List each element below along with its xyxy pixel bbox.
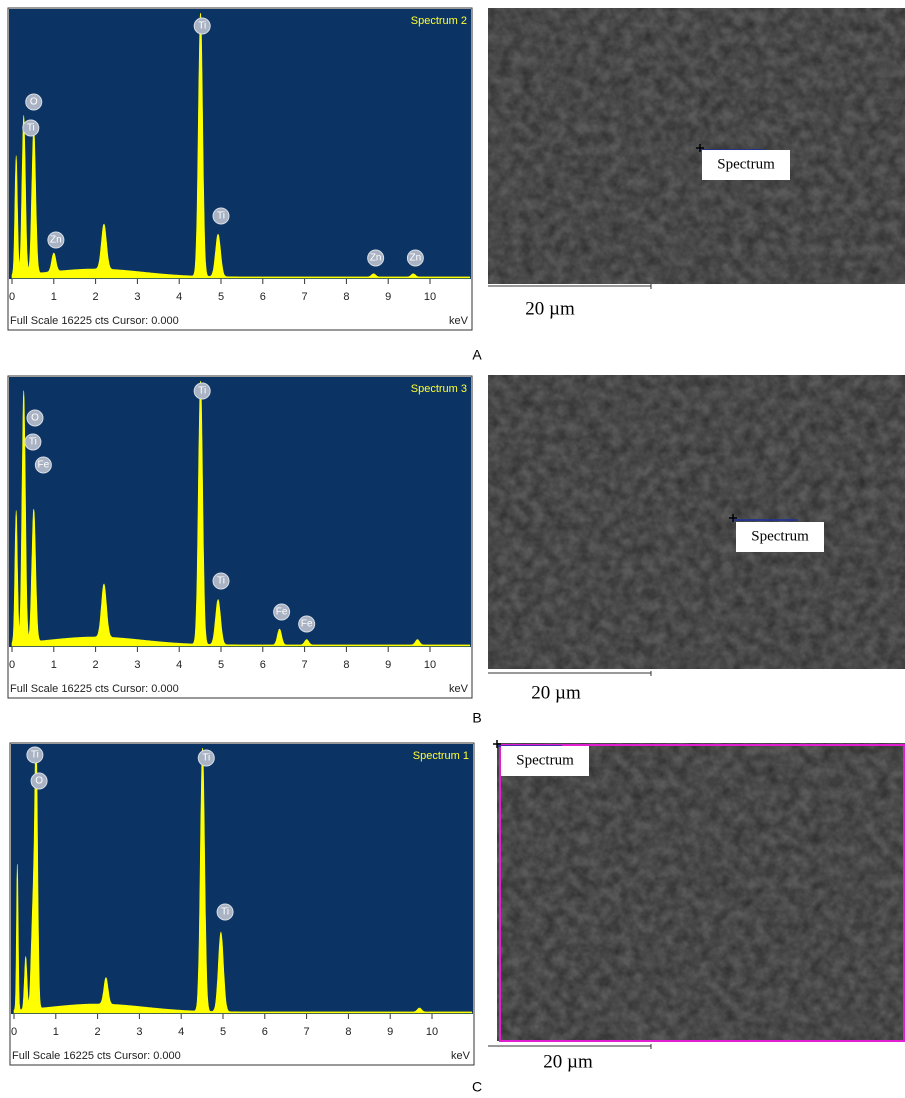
peak-label: Ti [221,907,229,918]
page: Spectrum 2OTiZnTiTiZnZn012345678910keVFu… [0,0,905,1098]
spectrum-plot [9,377,471,647]
scale-label: 20 µm [525,298,575,319]
peak-label: O [31,413,39,424]
panel-letter: A [472,347,482,363]
x-unit: keV [449,315,469,327]
peak-label: Ti [29,437,37,448]
x-tick-label: 3 [136,1026,142,1038]
x-tick-label: 7 [304,1026,310,1038]
x-tick-label: 8 [343,659,349,671]
spectrum-plot [11,744,473,1014]
x-tick-label: 9 [387,1026,393,1038]
x-tick-label: 9 [385,291,391,303]
x-unit: keV [449,683,469,695]
spectrum-footer: Full Scale 16225 cts Cursor: 0.000 [10,683,179,695]
spectrum-title: Spectrum 3 [411,383,467,395]
peak-label: O [35,776,43,787]
x-tick-label: 4 [176,659,182,671]
peak-label: Zn [370,253,382,264]
spectrum-footer: Full Scale 16225 cts Cursor: 0.000 [10,315,179,327]
scale-label: 20 µm [531,682,581,703]
x-unit: keV [451,1050,471,1062]
x-tick-label: 0 [11,1026,17,1038]
peak-label: O [30,97,38,108]
sem-texture [488,8,905,284]
x-tick-label: 6 [260,659,266,671]
peak-label: Ti [217,211,225,222]
marker-label: Spectrum [717,156,775,172]
x-tick-label: 3 [134,659,140,671]
peak-label: Fe [38,460,50,471]
peak-label: Zn [50,235,62,246]
x-tick-label: 4 [176,291,182,303]
x-tick-label: 10 [424,659,436,671]
spectrum-footer: Full Scale 16225 cts Cursor: 0.000 [12,1050,181,1062]
x-tick-label: 8 [345,1026,351,1038]
x-tick-label: 1 [51,291,57,303]
x-tick-label: 0 [9,291,15,303]
peak-label: Zn [410,253,422,264]
x-tick-label: 2 [95,1026,101,1038]
x-tick-label: 7 [302,291,308,303]
peak-label: Ti [27,123,35,134]
x-tick-label: 6 [262,1026,268,1038]
peak-label: Ti [198,386,206,397]
x-tick-label: 5 [218,659,224,671]
x-tick-label: 7 [302,659,308,671]
peak-label: Fe [301,619,313,630]
marker-label: Spectrum [516,752,574,768]
peak-label: Fe [276,607,288,618]
peak-label: Ti [202,753,210,764]
x-tick-label: 3 [134,291,140,303]
x-tick-label: 4 [178,1026,184,1038]
panel-letter: C [472,1079,482,1095]
scale-label: 20 µm [543,1051,593,1072]
panel-letter: B [472,710,481,726]
x-tick-label: 5 [220,1026,226,1038]
x-tick-label: 10 [426,1026,438,1038]
x-tick-label: 8 [343,291,349,303]
sem-texture [497,743,905,1041]
x-tick-label: 1 [51,659,57,671]
x-tick-label: 5 [218,291,224,303]
spectrum-plot [9,9,471,279]
spectrum-title: Spectrum 1 [413,750,469,762]
x-tick-label: 6 [260,291,266,303]
peak-label: Ti [198,21,206,32]
x-tick-label: 0 [9,659,15,671]
peak-label: Ti [217,576,225,587]
peak-label: Ti [31,750,39,761]
x-tick-label: 9 [385,659,391,671]
x-tick-label: 2 [93,291,99,303]
spectrum-title: Spectrum 2 [411,15,467,27]
x-tick-label: 10 [424,291,436,303]
marker-label: Spectrum [751,528,809,544]
x-tick-label: 1 [53,1026,59,1038]
figure: Spectrum 2OTiZnTiTiZnZn012345678910keVFu… [0,0,905,1098]
x-tick-label: 2 [93,659,99,671]
sem-texture [488,375,905,669]
